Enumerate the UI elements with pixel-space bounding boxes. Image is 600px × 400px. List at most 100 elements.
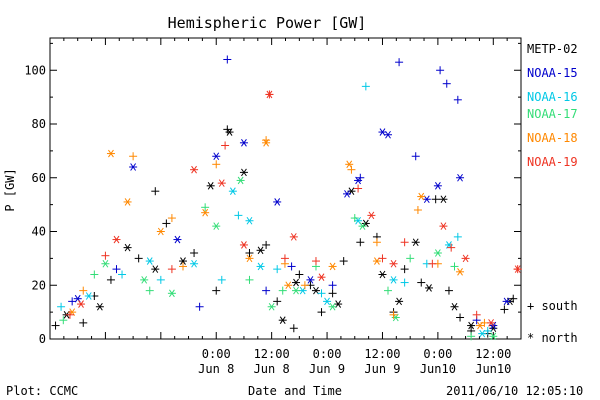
point-south-noaa-17: [90, 270, 99, 279]
y-axis: 0 20 40 60 80 100: [24, 42, 521, 346]
point-south-metp-02: [417, 278, 426, 287]
point-south-metp-02: [106, 275, 115, 284]
point-south-noaa-15: [328, 281, 337, 290]
x-tick-label-date: Jun10: [420, 362, 456, 376]
point-north-noaa-18: [417, 192, 426, 201]
point-north-noaa-19: [513, 265, 522, 273]
point-south-noaa-16: [361, 82, 370, 91]
point-north-noaa-17: [489, 332, 498, 341]
point-north-noaa-15: [384, 130, 393, 139]
point-south-metp-02: [51, 321, 60, 330]
point-south-metp-02: [295, 270, 304, 279]
point-south-noaa-17: [245, 275, 254, 284]
point-south-metp-02: [400, 265, 409, 274]
point-south-noaa-18: [167, 214, 176, 223]
point-south-metp-02: [456, 313, 465, 322]
footer-x-axis-title: Date and Time: [248, 384, 342, 398]
point-south-noaa-19: [101, 251, 110, 260]
point-south-noaa-18: [413, 206, 422, 214]
point-north-noaa-16: [323, 297, 332, 306]
point-south-noaa-15: [112, 265, 121, 274]
point-south-noaa-15: [287, 262, 296, 271]
point-north-noaa-16: [245, 216, 254, 225]
point-north-metp-02: [151, 265, 160, 273]
point-south-metp-02: [444, 286, 453, 295]
plot-frame: [49, 37, 522, 340]
point-north-noaa-16: [478, 329, 487, 338]
footer-timestamp: 2011/06/10 12:05:10: [446, 384, 584, 398]
point-north-noaa-19: [487, 319, 496, 327]
point-south-noaa-15: [195, 302, 204, 311]
point-north-noaa-19: [265, 90, 274, 99]
point-north-noaa-15: [354, 176, 363, 185]
point-north-noaa-19: [389, 259, 398, 268]
legend-item-noaa-19: NOAA-19: [527, 155, 578, 169]
point-south-noaa-19: [428, 259, 437, 268]
chart-title: Hemispheric Power [GW]: [168, 14, 367, 32]
point-north-metp-02: [225, 128, 234, 136]
point-south-noaa-18: [389, 310, 398, 319]
point-south-noaa-16: [483, 326, 492, 335]
point-north-noaa-16: [84, 292, 93, 300]
point-north-noaa-16: [145, 257, 154, 265]
point-south-noaa-19: [311, 257, 320, 266]
point-south-metp-02: [134, 254, 143, 263]
point-north-noaa-19: [112, 235, 121, 244]
point-north-noaa-19: [439, 222, 448, 230]
legend-item-noaa-15: NOAA-15: [527, 66, 578, 80]
point-north-noaa-16: [190, 259, 199, 268]
point-south-metp-02: [151, 187, 160, 196]
point-north-noaa-17: [236, 176, 245, 185]
point-north-noaa-19: [367, 211, 376, 220]
point-south-metp-02: [245, 249, 254, 257]
point-north-metp-02: [278, 316, 287, 324]
marker-key-south: + south: [527, 299, 578, 313]
point-north-metp-02: [95, 302, 104, 311]
point-north-noaa-17: [328, 302, 337, 311]
point-south-noaa-15: [68, 297, 77, 306]
point-south-metp-02: [356, 238, 365, 247]
point-north-metp-02: [239, 168, 248, 177]
point-south-noaa-15: [395, 58, 404, 67]
x-tick-label-time: 0:00: [313, 347, 342, 361]
point-south-noaa-16: [317, 289, 326, 298]
x-tick-label-date: Jun 8: [198, 362, 234, 376]
point-south-noaa-16: [400, 278, 409, 287]
point-north-metp-02: [467, 321, 476, 330]
y-tick-label: 20: [32, 278, 46, 292]
point-north-noaa-15: [212, 152, 221, 161]
point-south-metp-02: [431, 195, 440, 204]
point-north-noaa-18: [475, 321, 484, 330]
legend-item-metp-02: METP-02: [527, 42, 578, 56]
point-north-noaa-17: [212, 222, 221, 230]
point-south-noaa-17: [59, 316, 68, 325]
point-north-noaa-19: [289, 233, 298, 241]
point-north-noaa-17: [167, 289, 176, 298]
point-north-noaa-15: [173, 235, 182, 244]
point-south-noaa-18: [372, 238, 381, 247]
point-north-noaa-18: [156, 227, 165, 236]
point-north-noaa-18: [328, 262, 337, 271]
point-north-noaa-15: [306, 276, 315, 284]
y-tick-label: 80: [32, 117, 46, 131]
point-south-noaa-17: [201, 203, 210, 212]
point-north-noaa-18: [456, 268, 465, 276]
point-south-noaa-19: [221, 141, 230, 150]
point-north-noaa-15: [433, 182, 442, 190]
point-south-noaa-15: [223, 55, 232, 64]
point-north-noaa-18: [262, 139, 271, 147]
point-north-noaa-18: [284, 281, 293, 290]
point-north-noaa-18: [201, 208, 210, 217]
point-south-noaa-15: [442, 79, 451, 88]
point-north-metp-02: [178, 257, 187, 265]
point-south-metp-02: [500, 305, 509, 314]
point-south-noaa-17: [145, 286, 154, 295]
point-south-noaa-19: [354, 184, 363, 193]
marker-key-north: * north: [527, 331, 578, 345]
point-north-noaa-15: [456, 173, 465, 182]
x-tick-label-date: Jun 8: [254, 362, 290, 376]
y-tick-label: 100: [24, 63, 46, 77]
point-north-noaa-17: [292, 286, 301, 295]
point-south-noaa-17: [278, 286, 287, 295]
point-south-metp-02: [339, 257, 348, 266]
